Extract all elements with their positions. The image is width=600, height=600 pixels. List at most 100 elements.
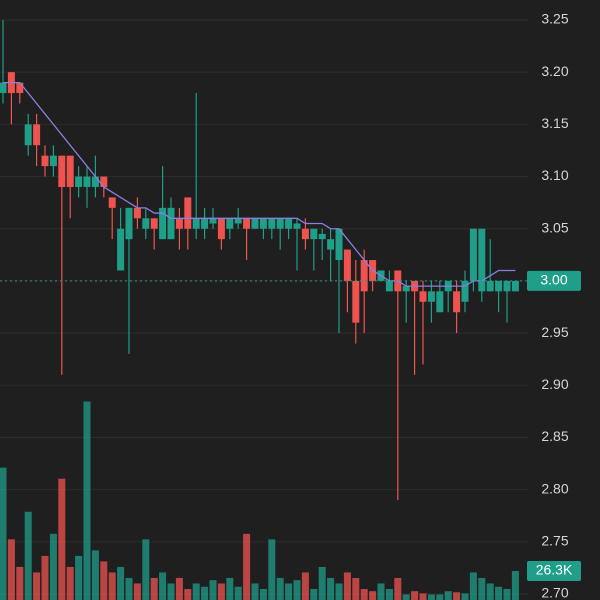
volume-bar — [75, 555, 83, 600]
volume-bar — [7, 539, 15, 600]
candle-body — [117, 228, 125, 271]
candle-body — [159, 207, 167, 240]
volume-bar — [453, 592, 461, 600]
volume-bar — [201, 586, 209, 600]
candle-body — [66, 155, 74, 187]
last-price-label: 3.00 — [540, 272, 567, 288]
volume-bar — [343, 572, 351, 600]
volume-bar — [385, 588, 393, 600]
volume-bar — [293, 580, 301, 600]
last-price-box — [527, 270, 581, 291]
volume-bar — [478, 577, 486, 600]
volume-bar — [117, 566, 125, 600]
candle-body — [419, 291, 427, 302]
volume-bar — [301, 572, 309, 600]
volume-bar — [0, 467, 7, 600]
candle-body — [469, 228, 477, 281]
volume-bar — [58, 478, 66, 600]
volume-bar — [318, 566, 326, 600]
volume-bar — [150, 577, 158, 600]
candle-body — [461, 280, 469, 302]
volume-bar — [285, 583, 293, 600]
candle-body — [478, 228, 486, 292]
candle-body — [301, 228, 309, 240]
candle-body — [327, 239, 335, 250]
volume-bar — [125, 577, 133, 600]
y-tick-label: 2.90 — [541, 376, 568, 392]
volume-bar — [495, 586, 503, 600]
volume-bar — [192, 583, 200, 600]
volume-bar — [108, 572, 116, 600]
candle-body — [360, 260, 368, 292]
volume-bar — [41, 555, 49, 600]
moving-average — [3, 81, 516, 287]
candle-body — [142, 218, 150, 229]
volume-bar — [16, 566, 24, 600]
volume-bar — [184, 588, 192, 600]
candle-body — [352, 280, 360, 323]
volume-bar — [243, 533, 251, 600]
volume-bar — [167, 583, 175, 600]
candle-body — [310, 228, 318, 240]
candle-body — [402, 286, 410, 292]
volume-bar — [360, 588, 368, 600]
volume-bar — [133, 583, 141, 600]
candle-body — [100, 176, 108, 187]
volume-bar — [369, 591, 377, 600]
candle-body — [184, 197, 192, 229]
volume-label: 26.3K — [536, 562, 573, 578]
volume-bar — [259, 588, 267, 600]
candle-body — [133, 207, 141, 219]
candle-body — [24, 124, 32, 146]
volume-bar — [175, 577, 183, 600]
candle-body — [167, 207, 175, 240]
volume-bar — [511, 570, 519, 600]
volume-bar — [503, 588, 511, 600]
volume-bar — [335, 583, 343, 600]
candle-body — [209, 218, 217, 224]
candle-body — [495, 280, 503, 292]
volume-bar — [276, 577, 284, 600]
volume-bar — [411, 591, 419, 600]
volume-bar — [327, 577, 335, 600]
volume-bar — [352, 577, 360, 600]
volume-bar — [444, 591, 452, 600]
volume-label-box — [527, 560, 581, 581]
volume-bar — [310, 588, 318, 600]
candle-body — [503, 280, 511, 292]
candle-body — [108, 197, 116, 208]
candle-body — [49, 155, 57, 167]
candle-body — [276, 218, 284, 229]
y-tick-label: 2.95 — [541, 324, 568, 340]
volume-bar — [83, 401, 91, 600]
volume-bar — [427, 594, 435, 600]
candle-body — [268, 218, 276, 229]
candle-body — [41, 155, 49, 167]
candle-body — [318, 233, 326, 240]
volume-bar — [66, 566, 74, 600]
candle-body — [243, 218, 251, 229]
y-tick-label: 3.25 — [541, 11, 568, 27]
candle-body — [58, 155, 66, 187]
candle-body — [251, 218, 259, 229]
candle-body — [486, 280, 494, 292]
y-tick-label: 2.80 — [541, 480, 568, 496]
candle-body — [234, 218, 242, 224]
volume-bar — [209, 580, 217, 600]
y-tick-label: 3.05 — [541, 219, 568, 235]
candle-body — [335, 228, 343, 261]
volume-bar — [268, 539, 276, 600]
volume-bar — [226, 577, 234, 600]
volume-bar — [486, 583, 494, 600]
candle-body — [192, 218, 200, 229]
y-tick-label: 2.70 — [541, 585, 568, 600]
volume-bar — [49, 533, 57, 600]
volume-bar — [24, 511, 32, 600]
candle-body — [83, 176, 91, 187]
candle-body — [285, 218, 293, 229]
volume-bar — [402, 594, 410, 600]
candle-body — [175, 218, 183, 229]
y-tick-label: 3.10 — [541, 167, 568, 183]
